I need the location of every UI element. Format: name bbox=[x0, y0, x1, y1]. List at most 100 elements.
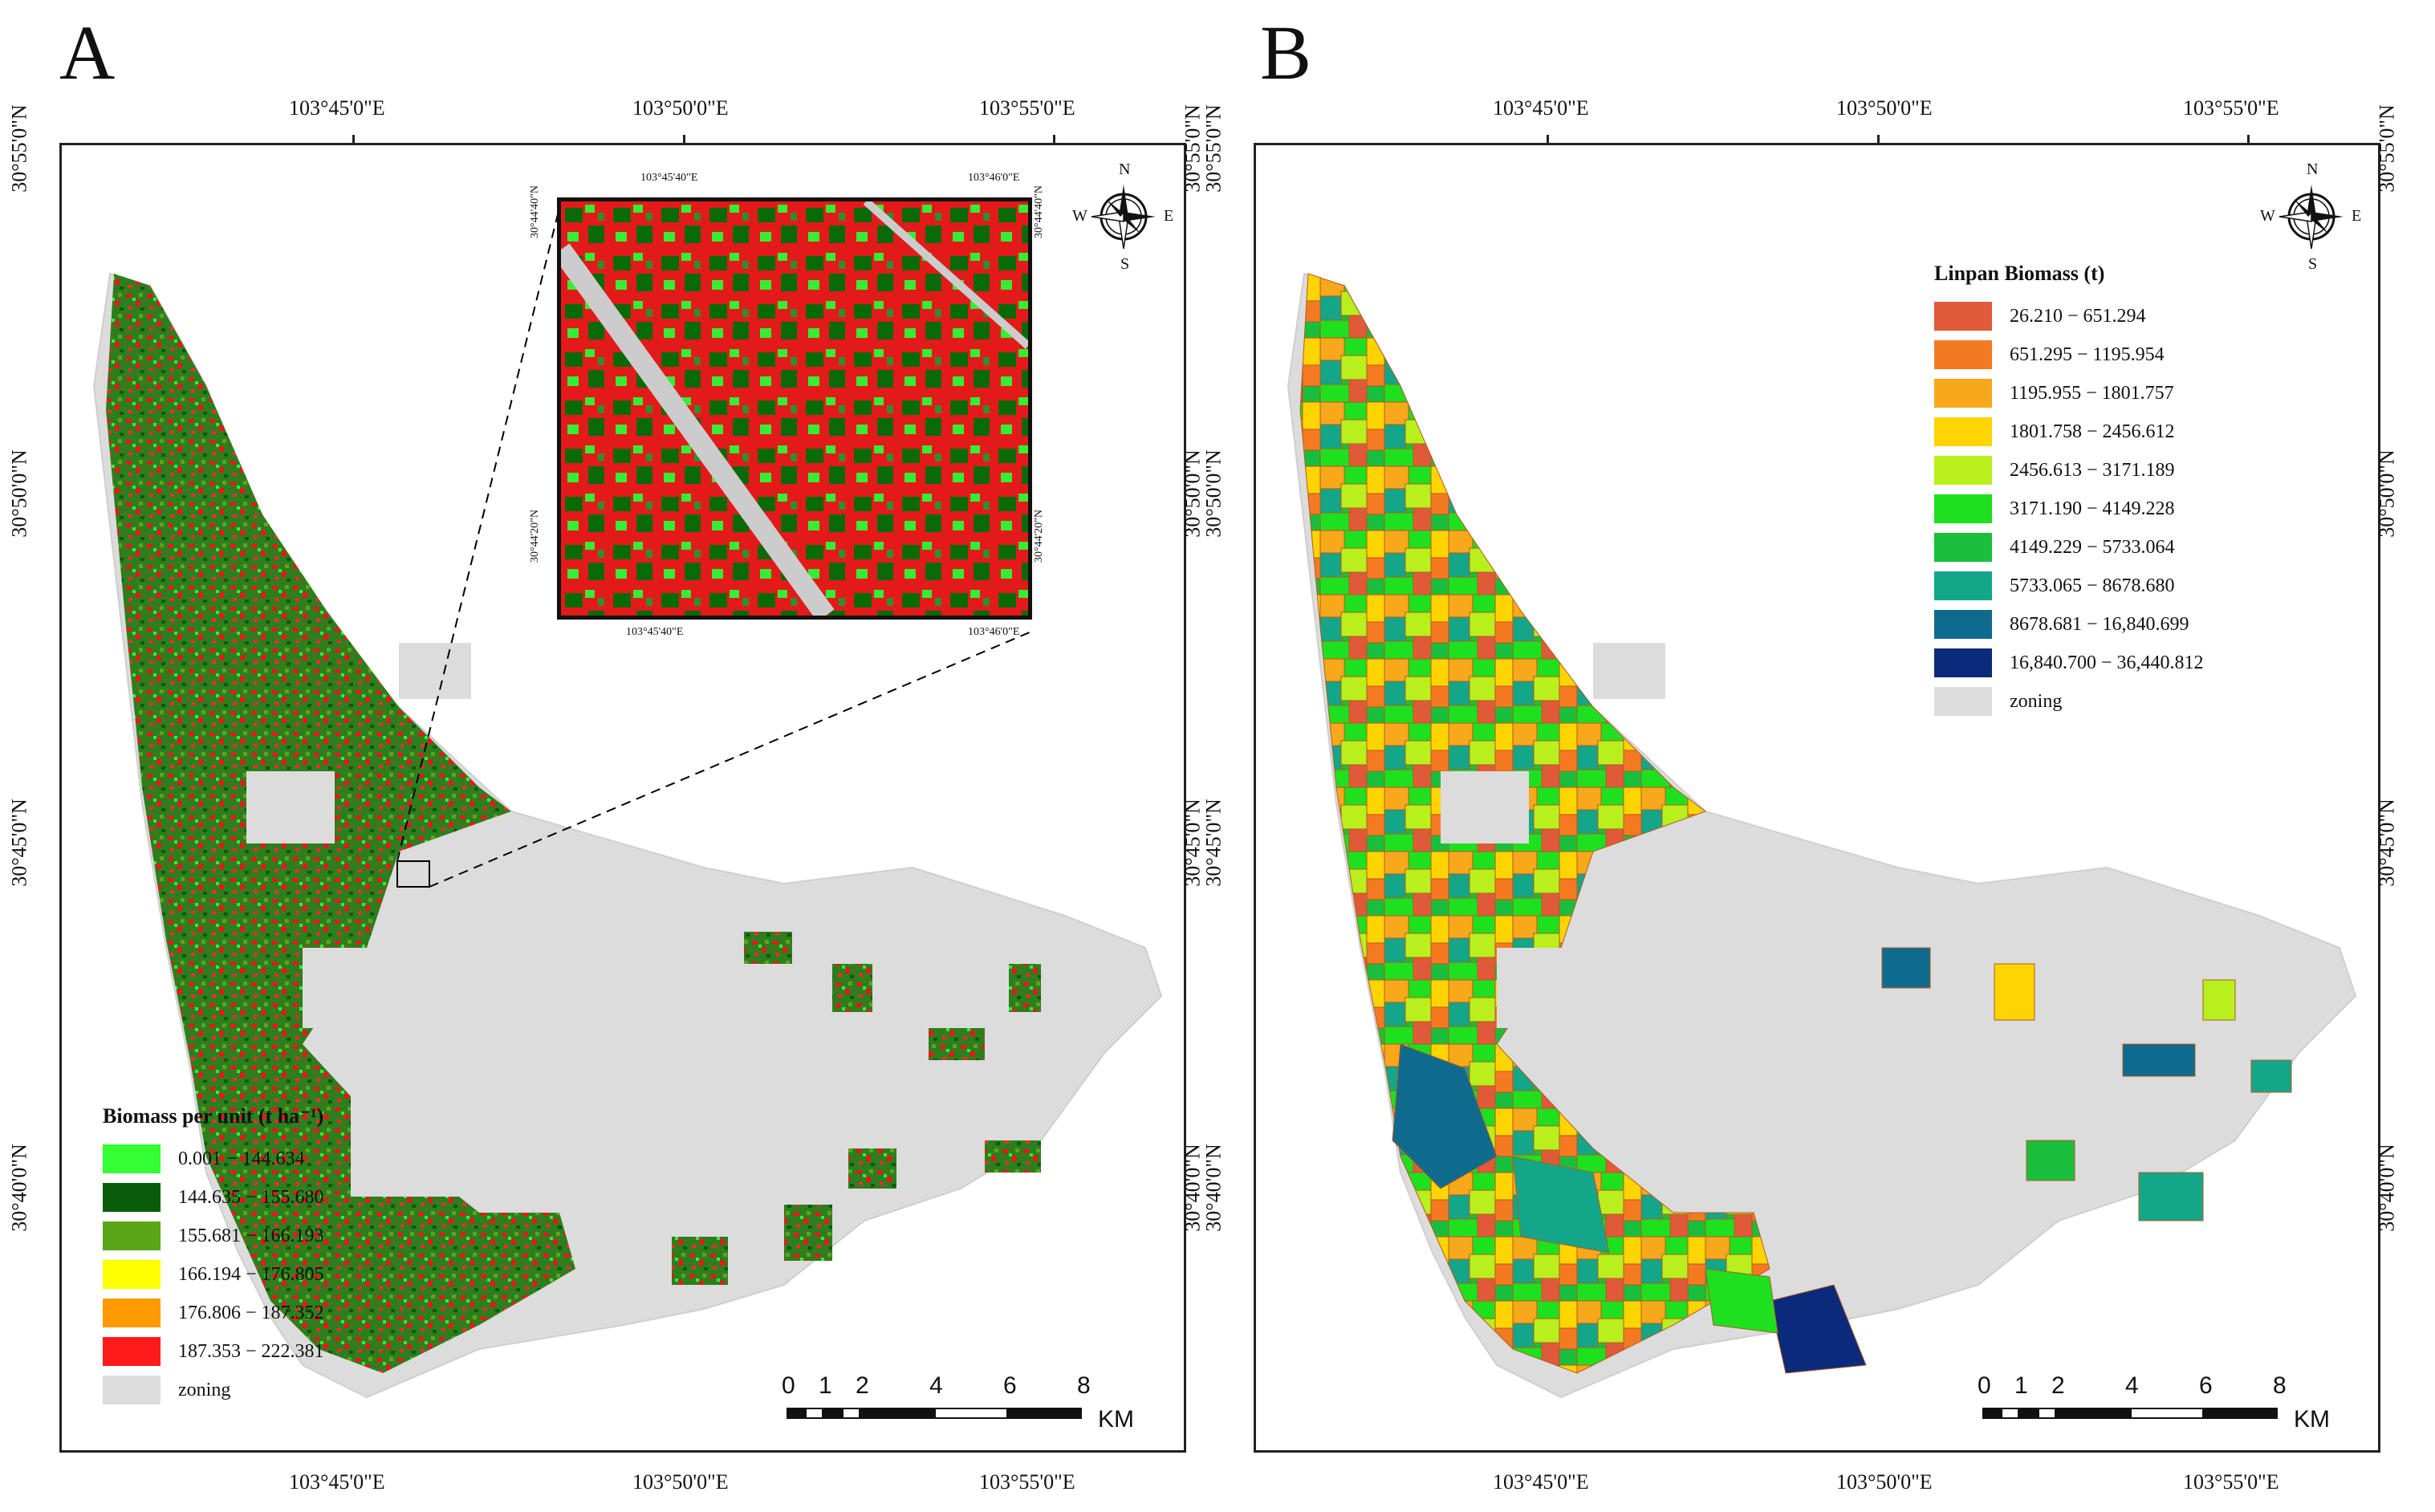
scale-tick-label: 0 bbox=[782, 1372, 795, 1399]
compass-e: E bbox=[1164, 207, 1174, 225]
longitude-label: 103°50'0"E bbox=[632, 96, 729, 120]
panel-letter: B bbox=[1260, 10, 1312, 96]
map-frame bbox=[1254, 143, 2380, 1453]
latitude-label: 30°55'0"N bbox=[1201, 104, 1226, 193]
legend-swatch bbox=[103, 1337, 161, 1366]
frame-tick bbox=[683, 135, 685, 144]
legend-label: 16,840.700 − 36,440.812 bbox=[2010, 652, 2204, 673]
legend-label: zoning bbox=[2010, 690, 2063, 712]
latitude-label: 30°40'0"N bbox=[1201, 1144, 1226, 1232]
legend-label: 166.194 − 176.805 bbox=[178, 1263, 324, 1285]
longitude-label: 103°45'0"E bbox=[1493, 1470, 1589, 1494]
north-arrow: N S W E bbox=[2260, 161, 2361, 273]
legend-swatch bbox=[103, 1260, 161, 1289]
scale-tick-label: 4 bbox=[929, 1372, 943, 1399]
legend-label: 2456.613 − 3171.189 bbox=[2010, 459, 2175, 481]
compass-s: S bbox=[2308, 255, 2318, 273]
legend-label: 1195.955 − 1801.757 bbox=[2010, 382, 2174, 404]
legend-title: Linpan Biomass (t) bbox=[1934, 262, 2105, 285]
scale-unit: KM bbox=[2294, 1406, 2330, 1433]
legend-label: 0.001 − 144.634 bbox=[178, 1148, 305, 1169]
compass-rose-icon bbox=[1091, 185, 1156, 250]
inset-latitude-label: 30°44'40"N bbox=[1032, 185, 1045, 238]
region-map bbox=[1287, 272, 2357, 1399]
legend-item: 155.681 − 166.193 bbox=[103, 1217, 324, 1255]
legend-label: 3171.190 − 4149.228 bbox=[2010, 498, 2175, 519]
linpan-polygon bbox=[2026, 1140, 2075, 1181]
legend-swatch bbox=[1934, 610, 1992, 639]
inset-longitude-label: 103°45'40"E bbox=[640, 172, 698, 184]
zoning-hole bbox=[1441, 771, 1529, 843]
biomass-patch bbox=[832, 964, 872, 1012]
region-map bbox=[92, 207, 1163, 1399]
legend-swatch bbox=[1934, 302, 1992, 331]
inset-longitude-label: 103°46'0"E bbox=[968, 626, 1020, 638]
linpan-polygon bbox=[1705, 1268, 1778, 1334]
legend-label: 26.210 − 651.294 bbox=[2010, 305, 2146, 327]
legend-item: 26.210 − 651.294 bbox=[1934, 297, 2204, 335]
compass-e: E bbox=[2352, 207, 2362, 225]
legend-swatch bbox=[1934, 379, 1992, 408]
legend: Linpan Biomass (t) 26.210 − 651.294 651.2… bbox=[1934, 262, 2204, 721]
latitude-label: 30°50'0"N bbox=[2375, 449, 2399, 538]
scale-tick-label: 6 bbox=[2199, 1372, 2213, 1399]
zoning-hole bbox=[246, 771, 335, 843]
linpan-polygon bbox=[2138, 1172, 2204, 1221]
frame-tick bbox=[352, 135, 355, 144]
latitude-label: 30°45'0"N bbox=[1201, 799, 1226, 887]
legend-label: 651.295 − 1195.954 bbox=[2010, 343, 2165, 365]
legend-label: 176.806 − 187.352 bbox=[178, 1302, 324, 1323]
zoning-hole bbox=[1593, 643, 1665, 699]
legend-swatch bbox=[1934, 456, 1992, 485]
legend-item: 5733.065 − 8678.680 bbox=[1934, 567, 2204, 605]
longitude-label: 103°50'0"E bbox=[1836, 1470, 1933, 1494]
scale-tick-label: 8 bbox=[2273, 1372, 2287, 1399]
legend-title: Biomass per unit (t ha⁻¹) bbox=[103, 1104, 324, 1128]
compass-n: N bbox=[1119, 161, 1131, 178]
zoning-hole bbox=[303, 948, 399, 1028]
biomass-patch bbox=[744, 932, 792, 964]
latitude-label: 30°50'0"N bbox=[7, 449, 31, 538]
legend-swatch bbox=[1934, 648, 1992, 677]
scale-bar: 0 1 2 4 6 8 KM bbox=[782, 1372, 1134, 1433]
longitude-label: 103°55'0"E bbox=[979, 1470, 1075, 1494]
scale-tick-label: 0 bbox=[1978, 1372, 1991, 1399]
latitude-label: 30°40'0"N bbox=[7, 1144, 31, 1232]
linpan-polygon bbox=[1512, 1156, 1610, 1254]
longitude-label: 103°45'0"E bbox=[289, 1470, 385, 1494]
zoning-hole bbox=[1497, 948, 1593, 1028]
legend-item: zoning bbox=[103, 1371, 324, 1409]
legend-item: 3171.190 − 4149.228 bbox=[1934, 490, 2204, 528]
linpan-polygon bbox=[1881, 947, 1931, 989]
compass-n: N bbox=[2307, 161, 2319, 178]
legend-swatch bbox=[1934, 494, 1992, 523]
legend-swatch bbox=[103, 1221, 161, 1250]
legend-swatch bbox=[103, 1183, 161, 1212]
linpan-polygon bbox=[2202, 979, 2236, 1021]
inset-longitude-label: 103°46'0"E bbox=[968, 172, 1020, 184]
longitude-label: 103°50'0"E bbox=[1836, 96, 1933, 120]
inset-locator bbox=[396, 860, 430, 888]
biomass-patch bbox=[784, 1205, 832, 1261]
frame-tick bbox=[1877, 135, 1880, 144]
biomass-patch bbox=[1009, 964, 1041, 1012]
scale-tick-label: 6 bbox=[1003, 1372, 1017, 1399]
inset-latitude-label: 30°44'40"N bbox=[528, 185, 541, 238]
legend-swatch bbox=[103, 1299, 161, 1327]
legend-swatch bbox=[1934, 571, 1992, 600]
legend-item: 0.001 − 144.634 bbox=[103, 1140, 324, 1178]
legend-item: 651.295 − 1195.954 bbox=[1934, 335, 2204, 374]
legend-label: 155.681 − 166.193 bbox=[178, 1225, 324, 1246]
latitude-label: 30°45'0"N bbox=[2375, 799, 2399, 887]
longitude-label: 103°45'0"E bbox=[1493, 96, 1589, 120]
legend-item: 144.635 − 155.680 bbox=[103, 1178, 324, 1217]
compass-s: S bbox=[1120, 255, 1130, 273]
legend-swatch bbox=[103, 1376, 161, 1404]
longitude-label: 103°55'0"E bbox=[2183, 1470, 2279, 1494]
inset-latitude-label: 30°44'20"N bbox=[528, 510, 541, 563]
latitude-label: 30°40'0"N bbox=[2375, 1144, 2399, 1232]
legend: Biomass per unit (t ha⁻¹) 0.001 − 144.63… bbox=[103, 1104, 324, 1409]
inset-longitude-label: 103°45'40"E bbox=[626, 626, 684, 638]
scale-unit: KM bbox=[1098, 1406, 1134, 1433]
linpan-polygon bbox=[1994, 963, 2035, 1021]
